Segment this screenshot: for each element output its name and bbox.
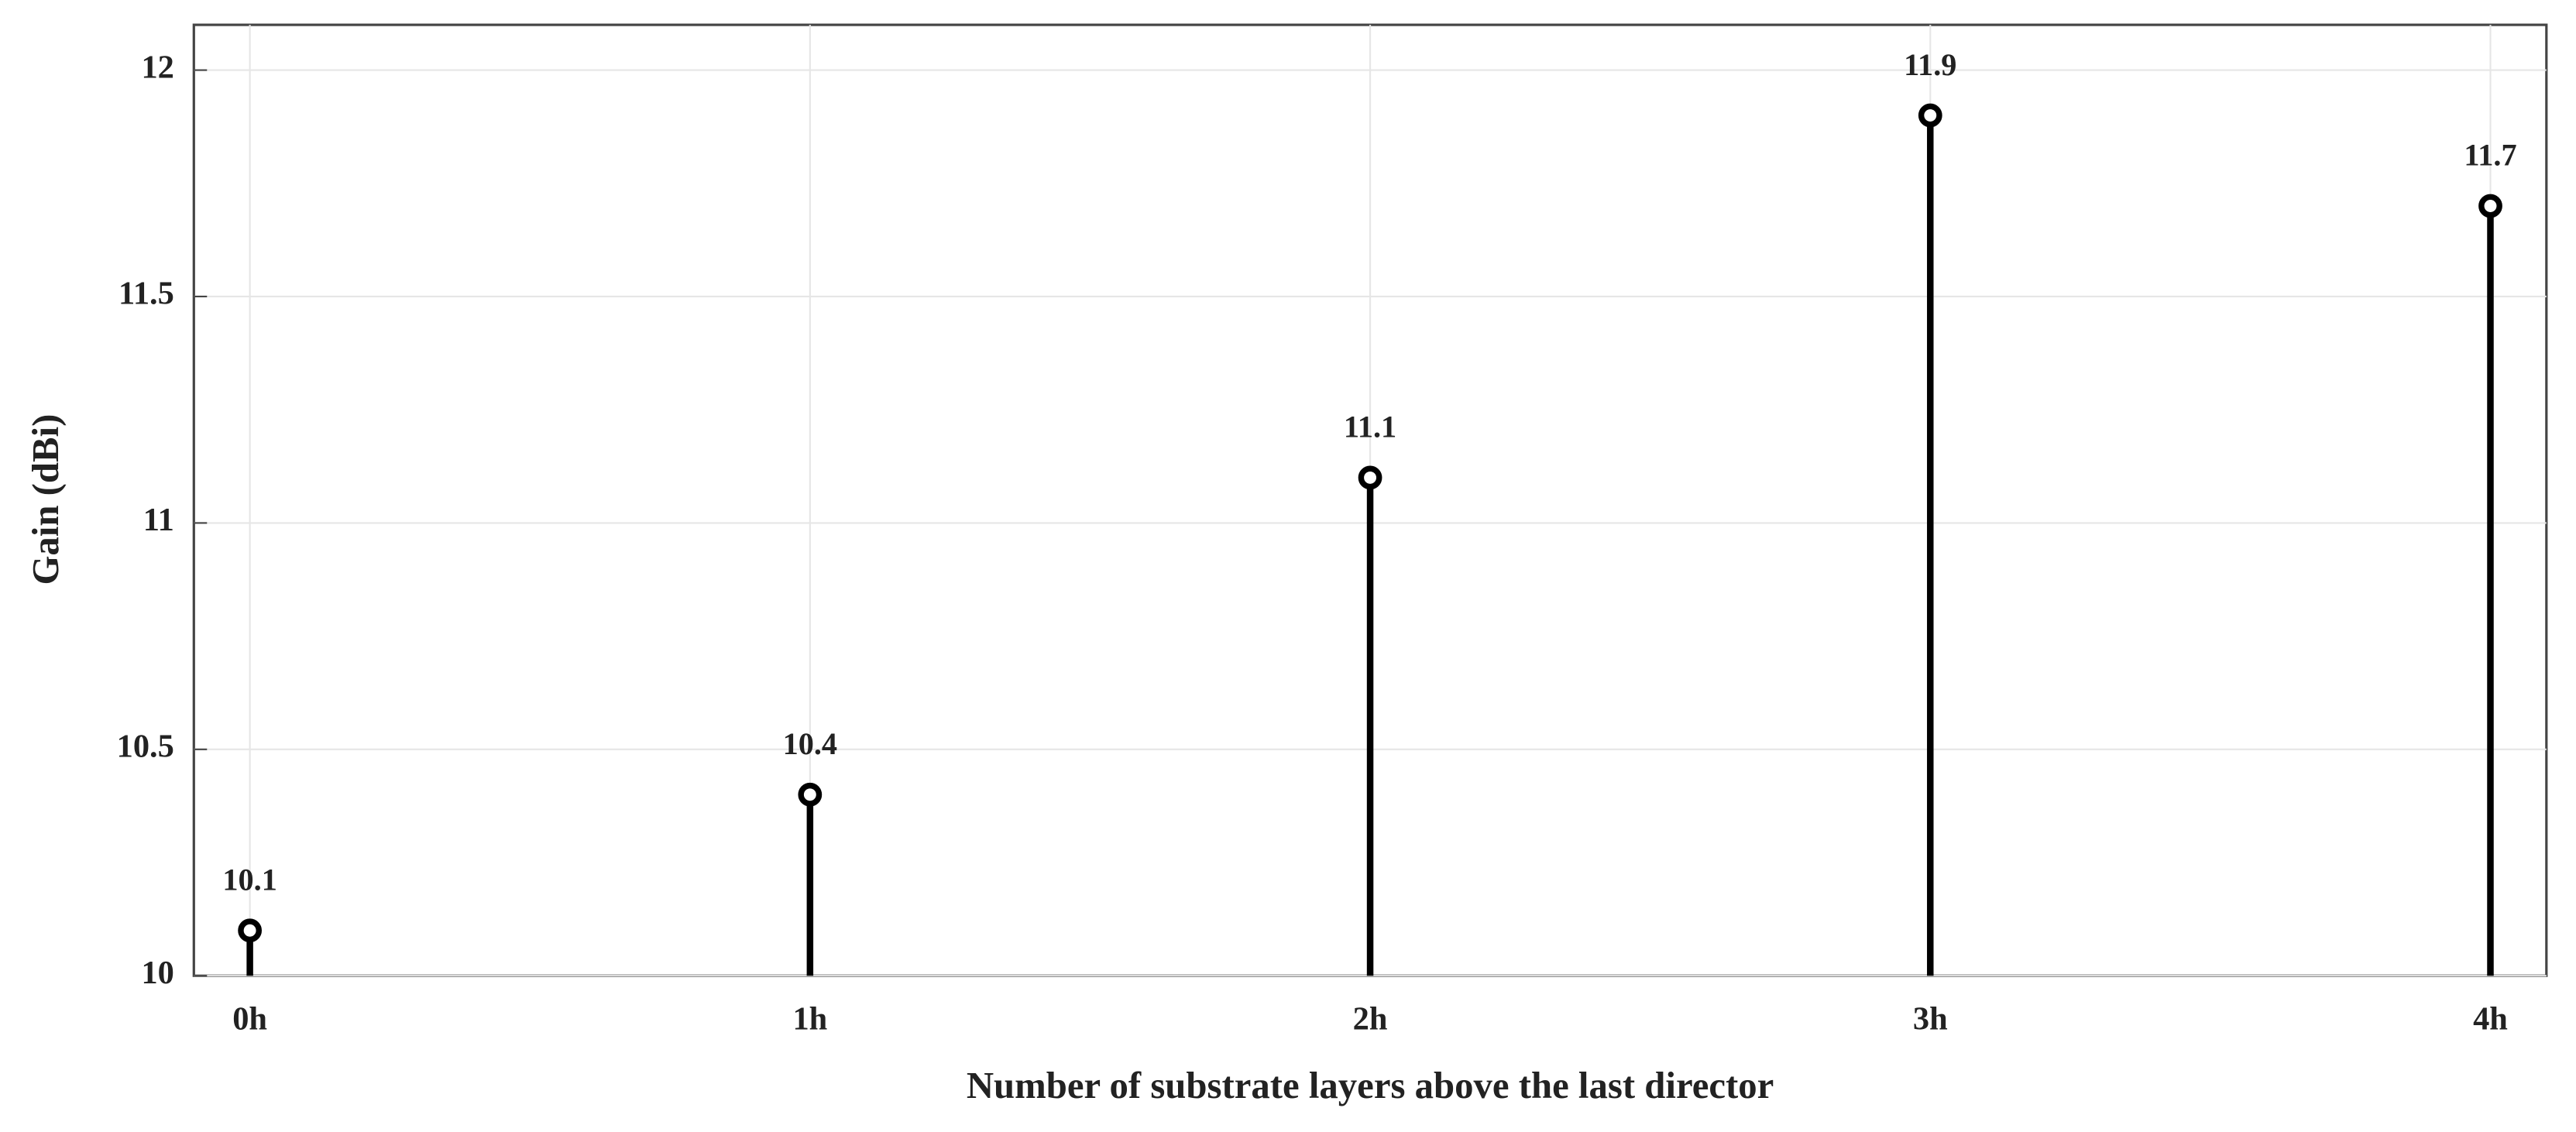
data-label: 11.1 (1344, 410, 1396, 444)
y-tick-label: 11 (143, 502, 174, 538)
y-tick-label: 11.5 (118, 276, 174, 312)
y-tick-label: 10 (141, 955, 173, 991)
data-label: 10.1 (222, 862, 277, 897)
y-tick-label: 12 (141, 49, 173, 85)
stem-marker (238, 918, 262, 943)
stem-marker (1918, 103, 1942, 128)
data-label: 10.4 (783, 726, 838, 761)
x-tick-label: 1h (792, 1000, 827, 1037)
x-axis-label: Number of substrate layers above the las… (967, 1065, 1774, 1106)
stem-marker (798, 782, 823, 807)
data-label: 11.7 (2464, 138, 2516, 173)
x-tick-label: 3h (1913, 1000, 1948, 1037)
data-label: 11.9 (1904, 47, 1956, 82)
stem-marker (2478, 194, 2502, 218)
x-tick-label: 0h (232, 1000, 267, 1037)
y-tick-label: 10.5 (117, 729, 174, 765)
x-tick-label: 2h (1353, 1000, 1388, 1037)
stem-marker (1358, 465, 1382, 490)
x-tick-label: 4h (2473, 1000, 2508, 1037)
y-axis-label: Gain (dBi) (25, 414, 67, 585)
